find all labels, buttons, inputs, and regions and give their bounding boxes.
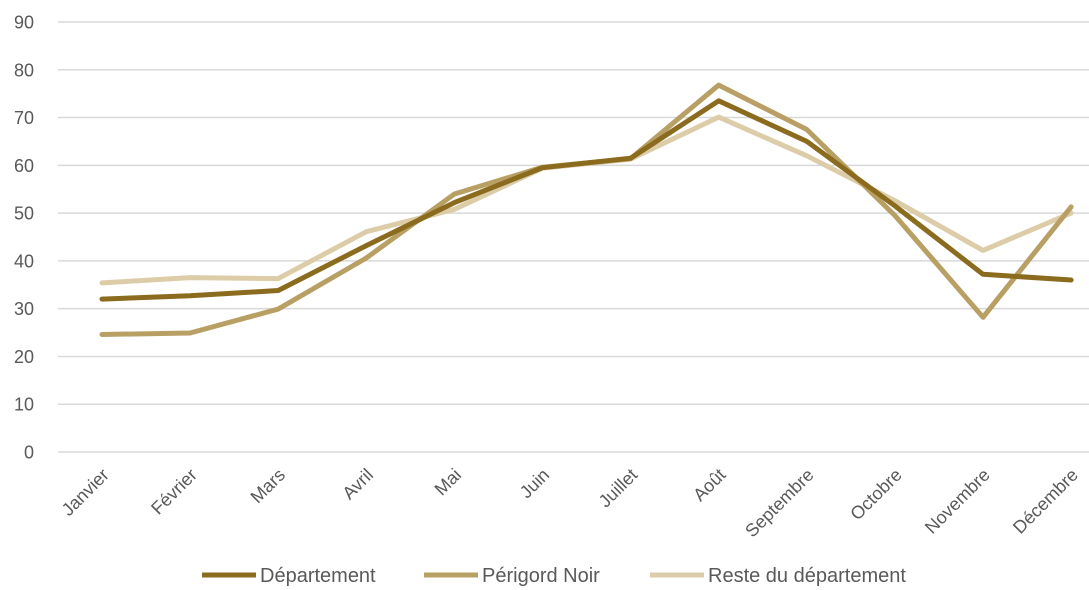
x-tick-label: Août (689, 465, 729, 505)
x-tick-label: Octobre (846, 465, 905, 524)
x-tick-label: Novembre (921, 465, 994, 538)
y-tick-label: 0 (24, 443, 34, 463)
x-axis-ticks: Janvier Février Mars Avril Mai Juin Juillet Aoû… (58, 465, 1082, 541)
gridlines (58, 21, 1089, 453)
x-tick-label: Juin (516, 465, 553, 502)
legend-label: Département (260, 565, 376, 587)
x-tick-label: Décembre (1009, 465, 1082, 538)
y-tick-label: 70 (14, 108, 34, 128)
series-line-2 (99, 114, 1074, 286)
y-tick-label: 80 (14, 60, 34, 80)
legend-label: Périgord Noir (482, 565, 600, 587)
y-tick-label: 50 (14, 204, 34, 224)
y-tick-label: 10 (14, 395, 34, 415)
series-lines (99, 82, 1074, 337)
series-line-0 (99, 98, 1074, 302)
x-tick-label: Septembre (741, 465, 817, 541)
x-tick-label: Janvier (58, 465, 113, 520)
y-tick-label: 90 (14, 13, 34, 33)
x-tick-label: Février (147, 465, 201, 519)
x-tick-label: Juillet (595, 465, 642, 512)
y-axis-ticks: 0 10 20 30 40 50 60 70 80 90 (14, 13, 34, 463)
x-tick-label: Avril (338, 465, 377, 504)
y-tick-label: 30 (14, 299, 34, 319)
y-tick-label: 60 (14, 156, 34, 176)
legend-label: Reste du département (708, 565, 906, 587)
y-tick-label: 20 (14, 347, 34, 367)
y-tick-label: 40 (14, 251, 34, 271)
x-tick-label: Mars (247, 465, 289, 507)
series-line-1 (99, 82, 1074, 337)
x-tick-label: Mai (431, 465, 466, 500)
legend: Département Périgord Noir Reste du départe… (202, 565, 906, 587)
